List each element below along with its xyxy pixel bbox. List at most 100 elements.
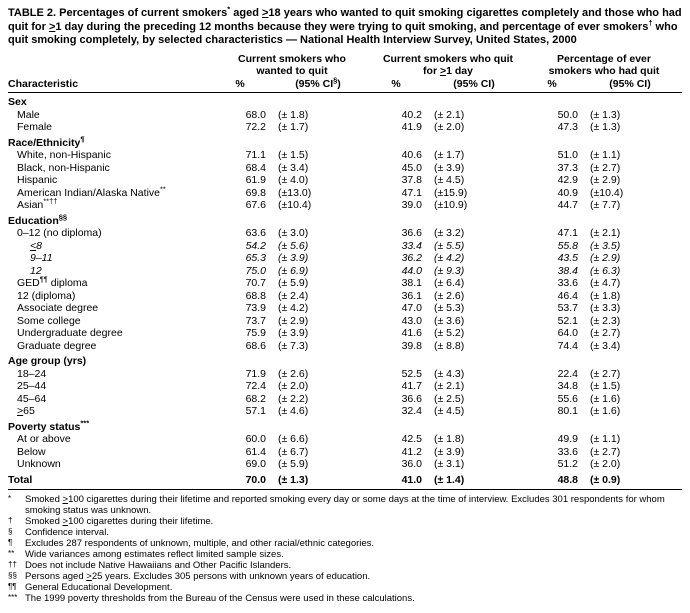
section-row: Race/Ethnicity¶ xyxy=(8,134,682,150)
percent-cell: 72.2 xyxy=(245,121,266,133)
footnote-item: § Confidence interval. xyxy=(8,527,682,538)
ci-cell: (± 4.2) xyxy=(278,302,309,314)
characteristic-cell: 0–12 (no diploma) xyxy=(17,227,102,239)
percent-cell: 73.9 xyxy=(245,302,266,314)
footnotes: * Smoked >100 cigarettes during their lif… xyxy=(8,489,682,604)
footnote-item: †† Does not include Native Hawaiians and … xyxy=(8,560,682,571)
ci-cell: (± 5.2) xyxy=(434,327,465,339)
percent-cell: 74.4 xyxy=(557,339,578,352)
data-row: White, non-Hispanic 71.1 (± 1.5) 40.6 (± 1.7… xyxy=(8,149,682,162)
percent-cell: 68.2 xyxy=(245,392,266,405)
percent-cell: 36.6 xyxy=(401,392,422,405)
footnote-marker: *** xyxy=(8,593,18,602)
ci-cell xyxy=(422,134,526,150)
ci-cell xyxy=(578,352,682,368)
characteristic-cell: Female xyxy=(17,121,53,133)
ci-cell: (± 1.4) xyxy=(434,473,465,486)
ci-cell: (± 5.9) xyxy=(278,458,309,470)
characteristic-cell: <8 xyxy=(30,239,42,252)
ci-cell: (± 1.8) xyxy=(434,433,465,445)
ci-cell: (± 3.2) xyxy=(434,227,465,239)
percent-cell: 36.6 xyxy=(401,227,422,239)
percent-cell: 75.9 xyxy=(245,327,266,339)
footnote-marker: ¶ xyxy=(8,538,13,547)
characteristic-cell: Race/Ethnicity¶ xyxy=(8,134,85,149)
ci-cell xyxy=(422,212,526,228)
percent-cell: 47.1 xyxy=(557,227,578,239)
ci-cell xyxy=(266,418,370,434)
footnote-text: The 1999 poverty thresholds from the Bur… xyxy=(25,593,415,604)
characteristic-cell: At or above xyxy=(17,433,71,445)
percent-cell: 49.9 xyxy=(557,433,578,445)
ci-cell: (± 2.2) xyxy=(278,392,309,405)
percent-cell: 68.0 xyxy=(245,108,266,121)
percent-cell: 44.7 xyxy=(557,199,578,211)
table-header: Current smokers who wanted to quit Curre… xyxy=(8,53,683,93)
ci-cell: (± 1.1) xyxy=(590,433,621,445)
percent-cell: 44.0 xyxy=(401,264,422,277)
percent-cell: 42.9 xyxy=(557,174,578,186)
percent-cell: 68.8 xyxy=(245,289,266,302)
ci-cell: (± 1.3) xyxy=(278,473,309,486)
ci-cell: (± 0.9) xyxy=(590,473,621,486)
percent-cell: 33.6 xyxy=(557,445,578,458)
percent-cell xyxy=(214,93,266,109)
characteristic-cell: Black, non-Hispanic xyxy=(17,161,110,174)
ci-cell: (± 3.4) xyxy=(590,339,621,352)
section-row: Age group (yrs) xyxy=(8,352,682,368)
characteristic-cell: Age group (yrs) xyxy=(8,355,87,367)
ci-cell: (± 1.5) xyxy=(590,380,621,392)
footnote-item: §§ Persons aged >25 years. Excludes 305 p… xyxy=(8,571,682,582)
ci-cell: (± 5.9) xyxy=(278,277,309,289)
ci-cell: (± 4.5) xyxy=(434,174,465,186)
characteristic-cell: GED¶¶ diploma xyxy=(17,274,88,289)
ci-cell: (± 3.4) xyxy=(278,161,309,174)
footnote-marker: * xyxy=(8,494,12,503)
ci-cell: (± 5.3) xyxy=(434,302,465,314)
ci-cell: (± 1.7) xyxy=(434,149,465,161)
percent-cell xyxy=(526,352,578,368)
characteristic-cell: Below xyxy=(17,445,46,458)
data-row: Below 61.4 (± 6.7) 41.2 (± 3.9) 33.6 (± 2.7) xyxy=(8,446,682,459)
percent-cell: 36.0 xyxy=(401,458,422,470)
footnote-item: † Smoked >100 cigarettes during their lif… xyxy=(8,516,682,527)
percent-cell: 42.5 xyxy=(401,433,422,445)
ci-cell: (± 1.6) xyxy=(590,405,621,417)
ci-cell: (± 3.1) xyxy=(434,458,465,470)
ci-cell: (± 6.3) xyxy=(590,264,621,277)
section-row: Poverty status*** xyxy=(8,418,682,434)
percent-cell: 64.0 xyxy=(557,327,578,339)
ci-cell xyxy=(422,93,526,109)
characteristic-cell: Sex xyxy=(8,96,27,108)
footnote-marker: ** xyxy=(8,549,15,558)
percent-cell: 37.3 xyxy=(557,161,578,174)
ci-cell: (± 3.9) xyxy=(278,252,309,264)
ci-cell: (± 4.7) xyxy=(590,277,621,289)
group-header-row: Current smokers who wanted to quit Curre… xyxy=(8,53,682,78)
ci-cell: (± 2.1) xyxy=(434,108,465,121)
data-row: >65 57.1 (± 4.6) 32.4 (± 4.5) 80.1 (± 1.6) xyxy=(8,405,682,418)
ci-cell: (± 1.8) xyxy=(590,289,621,302)
ci-cell: (± 1.7) xyxy=(278,121,309,133)
ci-cell: (± 2.7) xyxy=(590,445,621,458)
section-row: Education§§ xyxy=(8,212,682,228)
footnote-text: Confidence interval. xyxy=(25,527,109,538)
characteristic-cell: 18–24 xyxy=(17,367,47,380)
ci-cell: (± 4.3) xyxy=(434,367,465,380)
footnote-item: *** The 1999 poverty thresholds from the … xyxy=(8,593,682,604)
percent-cell: 54.2 xyxy=(245,239,266,252)
ci-cell: (± 2.6) xyxy=(278,367,309,380)
footnote-marker: §§ xyxy=(8,571,17,580)
data-row: 0–12 (no diploma) 63.6 (± 3.0) 36.6 (± 3.2) 4… xyxy=(8,227,682,240)
footnote-item: * Smoked >100 cigarettes during their lif… xyxy=(8,494,682,516)
percent-cell: 47.3 xyxy=(557,121,578,133)
ci-cell: (± 2.0) xyxy=(278,380,309,392)
ci-cell: (± 2.1) xyxy=(434,380,465,392)
characteristic-cell: Unknown xyxy=(17,458,61,470)
percent-cell xyxy=(370,134,422,150)
table-title: TABLE 2. Percentages of current smokers*… xyxy=(8,4,682,46)
ci-cell xyxy=(578,134,682,150)
percent-cell: 38.4 xyxy=(557,264,578,277)
characteristic-cell: 25–44 xyxy=(17,380,47,392)
percent-cell xyxy=(370,418,422,434)
